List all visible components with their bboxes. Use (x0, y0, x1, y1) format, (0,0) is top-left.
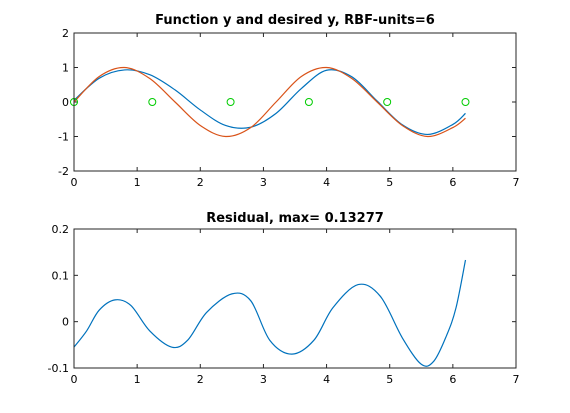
y-tick-label: 0 (62, 96, 69, 109)
x-tick-label: 1 (134, 373, 141, 386)
x-tick-label: 7 (513, 176, 520, 189)
x-tick-label: 6 (449, 176, 456, 189)
y-tick-label: 0.1 (52, 269, 70, 282)
bottom-plot-series (73, 259, 467, 367)
rbf-center-point (148, 98, 157, 106)
y-tick-label: 0 (62, 316, 69, 329)
top-plot-title: Function y and desired y, RBF-units=6 (155, 13, 435, 28)
rbf-center-point (461, 98, 470, 106)
x-tick-label: 4 (323, 176, 330, 189)
x-tick-label: 3 (260, 176, 267, 189)
series-line-1 (73, 66, 466, 138)
y-tick-label: -0.1 (48, 362, 69, 375)
x-tick-label: 6 (449, 373, 456, 386)
y-tick-label: 2 (62, 27, 69, 40)
bottom-plot-ticks: 0 1 2 3 4 5 6 7-0.100.10.2 (48, 223, 520, 386)
bottom-plot-axes (73, 228, 517, 369)
bottom-plot: Residual, max= 0.13277 0 1 2 3 4 5 6 7-0.100.10… (48, 211, 520, 386)
x-tick-label: 5 (386, 176, 393, 189)
rbf-center-point (226, 98, 235, 106)
y-tick-label: 1 (62, 62, 69, 75)
top-plot: Function y and desired y, RBF-units=6 0 1… (58, 13, 519, 189)
x-tick-label: 0 (71, 373, 78, 386)
series-line-0 (73, 69, 466, 136)
top-plot-ticks: 0 1 2 3 4 5 6 7 -2 -1 0 1 2 (58, 27, 519, 189)
series-line-0 (73, 259, 467, 367)
x-tick-label: 3 (260, 373, 267, 386)
x-tick-label: 4 (323, 373, 330, 386)
x-tick-label: 2 (197, 373, 204, 386)
x-tick-label: 7 (513, 373, 520, 386)
rbf-center-point (383, 98, 392, 106)
x-tick-label: 0 (71, 176, 78, 189)
top-plot-series (70, 66, 470, 138)
y-tick-label: -2 (58, 165, 69, 178)
x-tick-label: 1 (134, 176, 141, 189)
x-tick-label: 2 (197, 176, 204, 189)
y-tick-label: 0.2 (52, 223, 70, 236)
x-tick-label: 5 (386, 373, 393, 386)
top-plot-axes (73, 32, 517, 172)
rbf-center-point (304, 98, 313, 106)
y-tick-label: -1 (58, 131, 69, 144)
bottom-plot-title: Residual, max= 0.13277 (206, 211, 384, 226)
